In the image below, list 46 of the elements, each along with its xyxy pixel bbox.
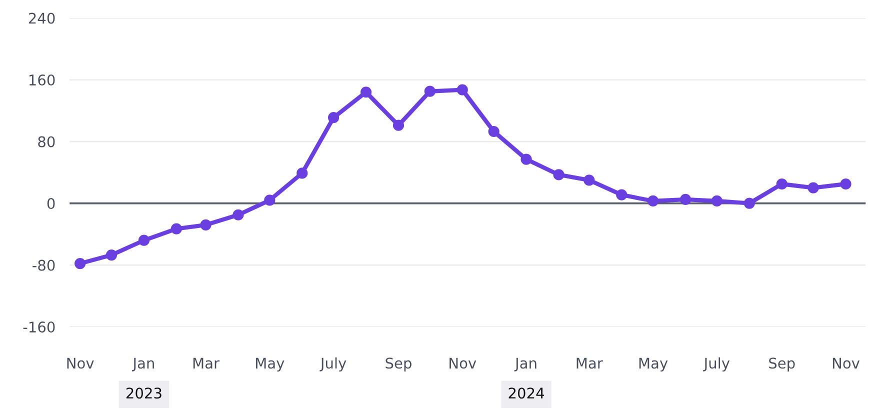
- x-tick-label: July: [320, 357, 346, 372]
- point: [74, 258, 86, 270]
- point: [488, 126, 500, 138]
- point: [616, 189, 628, 200]
- point: [456, 84, 468, 96]
- point: [424, 86, 436, 97]
- x-tick-label: Jan: [514, 358, 536, 372]
- x-tick-label: Nov: [450, 358, 476, 369]
- point: [584, 174, 595, 186]
- point: [138, 234, 150, 246]
- point: [392, 120, 404, 131]
- x-tick-label: Mar: [193, 358, 220, 369]
- point: [200, 219, 212, 230]
- point: [360, 86, 372, 98]
- y-tick-label: -80: [32, 260, 55, 271]
- x-tick-label: Nov: [832, 358, 860, 369]
- point: [808, 182, 819, 194]
- point: [106, 249, 118, 261]
- y-tick-label: 80: [38, 136, 55, 148]
- point: [840, 178, 852, 190]
- y-tick-label: 160: [29, 74, 55, 86]
- point: [647, 195, 659, 207]
- x-tick-label: Sep: [769, 358, 795, 372]
- point: [520, 154, 532, 165]
- x-tick-label: May: [639, 358, 668, 372]
- point: [553, 169, 564, 180]
- x2-tick-label: 2023: [126, 388, 162, 399]
- x-tick-label: Mar: [576, 358, 603, 369]
- y-tick-label: -160: [23, 322, 55, 333]
- point: [264, 194, 276, 206]
- point: [744, 198, 755, 209]
- point: [680, 194, 692, 205]
- x-tick-label: May: [256, 358, 284, 372]
- point: [711, 195, 722, 207]
- point: [776, 178, 788, 190]
- point: [328, 112, 340, 124]
- x-tick-label: Jan: [132, 358, 154, 372]
- y-tick-label: 240: [28, 12, 55, 24]
- point: [296, 168, 308, 179]
- x-tick-label: Sep: [386, 358, 412, 372]
- point: [170, 223, 182, 234]
- point: [232, 209, 244, 220]
- x-tick-label: July: [703, 357, 730, 372]
- y-tick-label: 0: [47, 198, 55, 210]
- x-tick-label: Nov: [67, 358, 94, 369]
- x2-tick-label: 2024: [508, 388, 544, 399]
